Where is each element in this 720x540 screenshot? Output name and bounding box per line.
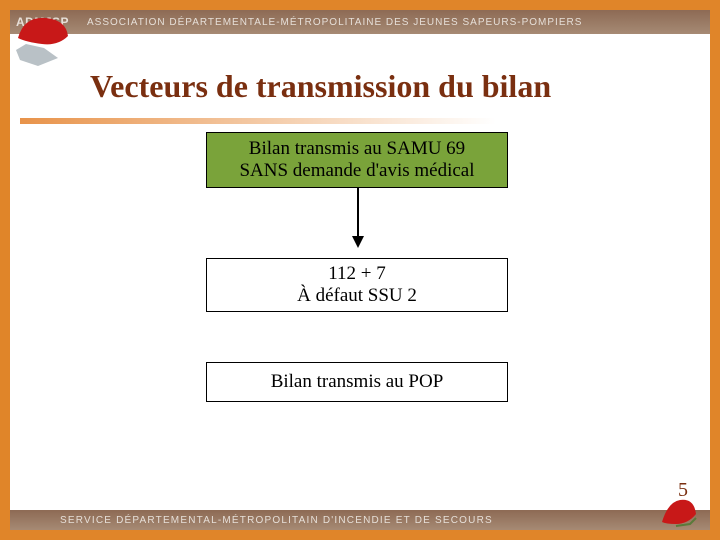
page-title: Vecteurs de transmission du bilan xyxy=(90,68,710,105)
flow-box-pop-line1: Bilan transmis au POP xyxy=(271,371,444,393)
org-acronym: ADMJSP xyxy=(10,15,69,29)
flow-box-112: 112 + 7 À défaut SSU 2 xyxy=(206,258,508,312)
footer-service-name: SERVICE DÉPARTEMENTAL-MÉTROPOLITAIN D'IN… xyxy=(60,515,493,526)
org-acronym-text: ADMJSP xyxy=(16,15,69,29)
org-full-name: ASSOCIATION DÉPARTEMENTALE-MÉTROPOLITAIN… xyxy=(69,17,582,28)
flow-box-samu-line1: Bilan transmis au SAMU 69 xyxy=(249,138,465,160)
flow-box-samu-line2: SANS demande d'avis médical xyxy=(239,160,474,182)
flow-box-pop: Bilan transmis au POP xyxy=(206,362,508,402)
flow-box-112-line2: À défaut SSU 2 xyxy=(297,285,417,307)
flow-box-samu: Bilan transmis au SAMU 69 SANS demande d… xyxy=(206,132,508,188)
top-banner: ADMJSP ASSOCIATION DÉPARTEMENTALE-MÉTROP… xyxy=(10,10,710,34)
flow-arrow-icon xyxy=(357,188,359,246)
title-underline xyxy=(20,118,700,124)
bottom-banner: SERVICE DÉPARTEMENTAL-MÉTROPOLITAIN D'IN… xyxy=(10,510,710,530)
flow-diagram: Bilan transmis au SAMU 69 SANS demande d… xyxy=(10,140,710,490)
slide-frame: ADMJSP ASSOCIATION DÉPARTEMENTALE-MÉTROP… xyxy=(0,0,720,540)
sdis-logo-icon xyxy=(658,496,700,528)
flow-box-112-line1: 112 + 7 xyxy=(328,263,386,285)
